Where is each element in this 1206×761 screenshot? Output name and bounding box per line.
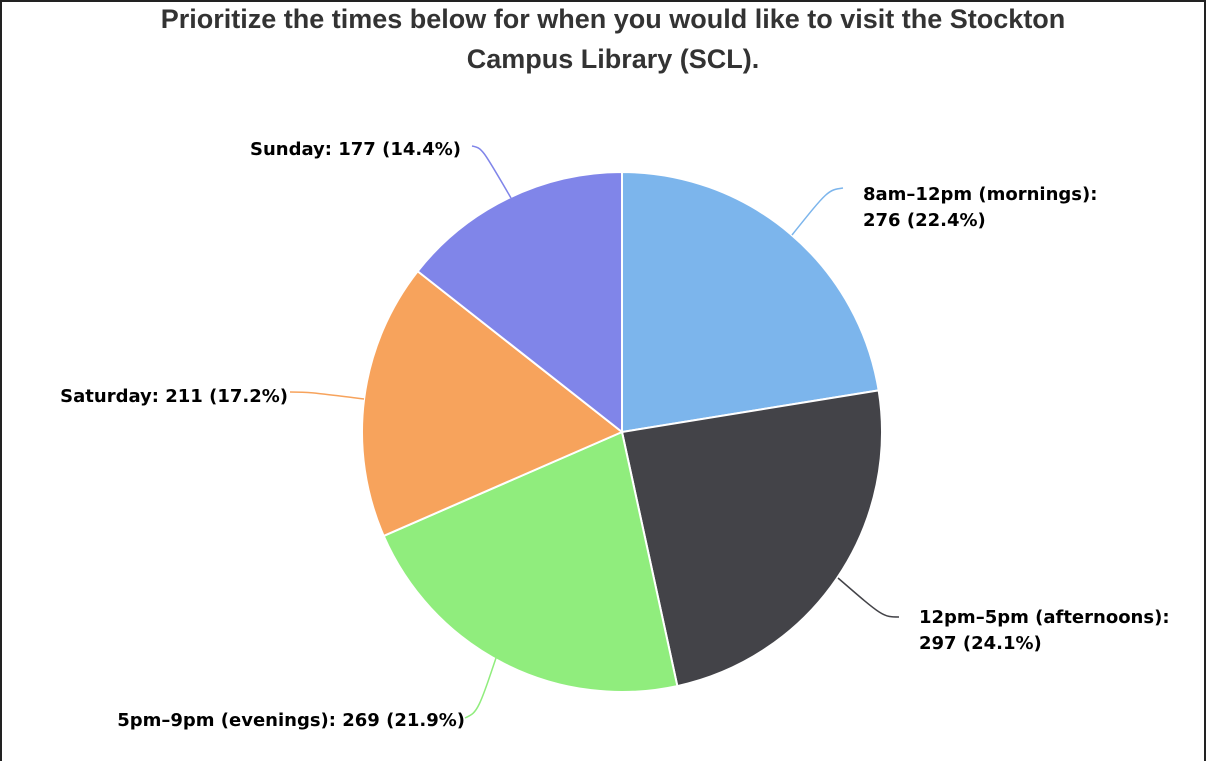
slice-label-line: 276 (22.4%) xyxy=(863,210,986,231)
pie-slice-5[interactable] xyxy=(416,171,623,433)
label-connector-4 xyxy=(289,391,365,400)
slice-label-4: Saturday: 211 (17.2%) xyxy=(60,386,288,407)
slice-label-3: 5pm–9pm (evenings): 269 (21.9%) xyxy=(117,710,465,731)
pie-slice-3[interactable] xyxy=(382,431,679,693)
slice-label-2: 12pm–5pm (afternoons): 297 (24.1%) xyxy=(919,607,1170,654)
slice-label-line: 8am–12pm (mornings): xyxy=(863,184,1097,205)
chart-title-line-1: Prioritize the times below for when you … xyxy=(161,4,1066,34)
slice-label-line: 5pm–9pm (evenings): 269 (21.9%) xyxy=(117,710,465,731)
slice-label-1: 8am–12pm (mornings): 276 (22.4%) xyxy=(863,184,1097,231)
chart-title-line-2: Campus Library (SCL). xyxy=(467,44,760,74)
label-connector-2 xyxy=(837,577,900,618)
slice-label-line: Saturday: 211 (17.2%) xyxy=(60,386,288,407)
slice-label-line: Sunday: 177 (14.4%) xyxy=(250,139,461,160)
slice-labels: 8am–12pm (mornings): 276 (22.4%) 12pm–5pm … xyxy=(60,139,1169,731)
label-connector-3 xyxy=(464,639,503,719)
slice-label-line: 12pm–5pm (afternoons): xyxy=(919,607,1170,628)
label-connectors xyxy=(289,145,900,719)
slice-label-line: 297 (24.1%) xyxy=(919,633,1042,654)
pie-slices xyxy=(360,171,883,693)
pie-slice-1[interactable] xyxy=(621,171,880,433)
pie-slice-4[interactable] xyxy=(360,270,623,537)
pie-slice-2[interactable] xyxy=(621,389,883,688)
label-connector-1 xyxy=(791,187,844,236)
chart-title: Prioritize the times below for when you … xyxy=(161,4,1066,74)
slice-label-5: Sunday: 177 (14.4%) xyxy=(250,139,461,160)
label-connector-5 xyxy=(471,145,512,199)
